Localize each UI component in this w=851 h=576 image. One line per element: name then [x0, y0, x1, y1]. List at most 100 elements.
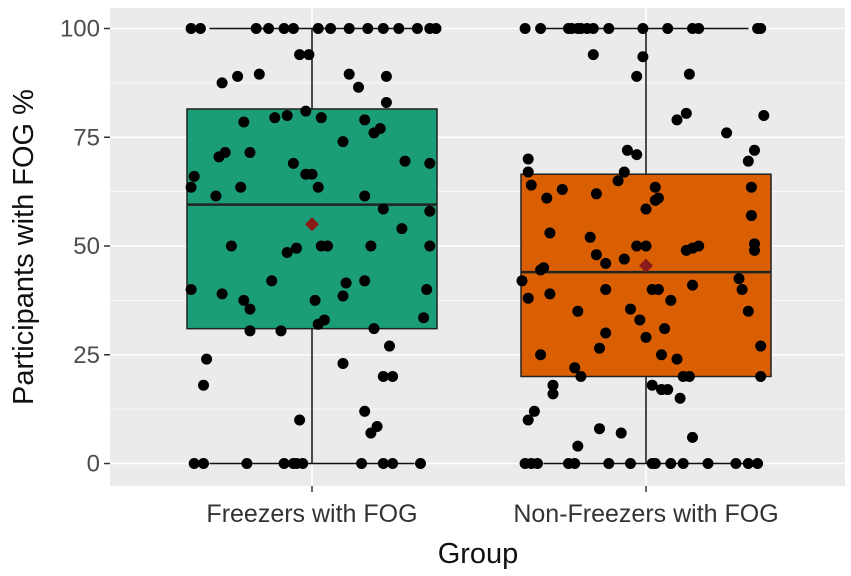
data-point [387, 371, 399, 382]
data-point [235, 181, 247, 193]
data-point [312, 181, 324, 193]
data-point [736, 284, 748, 295]
data-point [387, 458, 399, 469]
data-point [306, 168, 318, 180]
data-point [343, 23, 355, 34]
data-point [337, 290, 349, 302]
data-point [340, 277, 352, 289]
data-point [652, 192, 664, 204]
data-point [742, 458, 754, 469]
data-point [253, 68, 265, 80]
data-point [687, 431, 698, 443]
data-point [569, 362, 581, 374]
data-point [637, 23, 649, 34]
data-point [287, 23, 299, 34]
data-point [241, 458, 253, 469]
data-point [244, 303, 256, 315]
data-point [377, 458, 389, 469]
data-point [337, 357, 349, 369]
y-tick-label: 0 [87, 451, 100, 478]
data-point [535, 23, 547, 34]
data-point [315, 112, 327, 124]
data-point [359, 275, 371, 287]
data-point [544, 288, 556, 300]
data-point [594, 342, 605, 354]
data-point [522, 153, 534, 165]
data-point [297, 458, 309, 469]
data-point [665, 294, 677, 306]
data-point [281, 247, 293, 259]
data-point [631, 240, 643, 252]
data-point [377, 23, 389, 34]
data-point [528, 405, 540, 417]
data-point [219, 146, 231, 158]
data-point [662, 384, 674, 396]
data-point [590, 188, 602, 200]
data-point [393, 23, 405, 34]
data-point [544, 227, 556, 239]
data-point [625, 458, 636, 469]
data-point [637, 51, 649, 63]
data-point [303, 49, 315, 61]
data-point [232, 70, 244, 82]
data-point [547, 388, 559, 400]
data-point [758, 110, 770, 121]
data-point [356, 458, 368, 469]
data-point [693, 23, 705, 34]
x-tick-label: Non-Freezers with FOG [513, 500, 778, 528]
data-point [216, 288, 228, 300]
data-point [649, 458, 661, 469]
data-point [238, 294, 250, 306]
data-point [677, 458, 689, 469]
data-point [368, 323, 380, 335]
data-point [430, 23, 442, 34]
data-point [525, 179, 537, 191]
data-point [294, 414, 306, 426]
data-point [575, 371, 587, 382]
data-point [359, 405, 371, 417]
data-point [742, 305, 754, 317]
data-point [631, 149, 643, 161]
data-point [266, 275, 278, 287]
data-point [522, 292, 534, 304]
data-point [659, 323, 671, 335]
data-point [269, 112, 281, 124]
data-point [590, 249, 602, 261]
data-point [522, 166, 534, 178]
data-point [634, 314, 646, 326]
data-point [665, 458, 677, 469]
data-point [683, 371, 695, 382]
data-point [640, 203, 652, 215]
data-point [281, 110, 293, 121]
data-point [216, 77, 228, 89]
data-point [225, 240, 237, 252]
data-point [683, 68, 695, 80]
data-point [541, 192, 553, 204]
x-axis-title: Group [438, 538, 519, 570]
data-point [640, 331, 652, 343]
data-point [755, 23, 767, 34]
data-point [671, 353, 683, 365]
y-tick-label: 75 [73, 124, 100, 151]
data-point [185, 181, 197, 193]
data-point [625, 303, 636, 315]
data-point [396, 223, 408, 235]
data-point [742, 155, 754, 167]
data-point [755, 371, 767, 382]
data-point [399, 155, 411, 167]
data-point [322, 240, 333, 252]
data-point [572, 440, 584, 452]
data-point [612, 175, 624, 187]
data-point [656, 349, 667, 361]
data-point [600, 284, 612, 295]
mean-markers [305, 217, 653, 273]
data-point [649, 181, 661, 193]
data-point [278, 458, 290, 469]
data-point [745, 181, 757, 193]
data-point [424, 157, 436, 169]
data-point [535, 349, 547, 361]
data-point [194, 23, 206, 34]
data-point [618, 166, 630, 178]
data-point [519, 23, 531, 34]
data-point [353, 81, 364, 93]
